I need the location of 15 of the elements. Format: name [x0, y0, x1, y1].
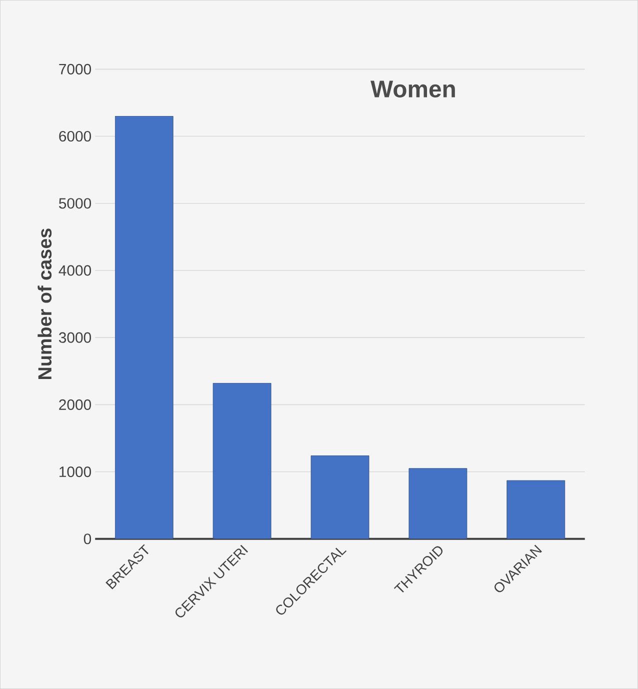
y-axis-title: Number of cases [38, 228, 52, 379]
y-tick-label: 2000 [59, 399, 92, 410]
y-tick-label: 3000 [58, 332, 92, 343]
bar [506, 480, 566, 539]
y-tick-label: 7000 [59, 64, 92, 74]
y-tick-label: 5000 [58, 198, 92, 209]
chart-title: Women [370, 80, 455, 98]
bar [310, 455, 370, 539]
bar [114, 116, 174, 539]
bar [408, 468, 468, 539]
y-tick-label: 0 [84, 534, 92, 544]
y-tick-label: 6000 [59, 130, 92, 142]
bar [212, 383, 272, 539]
y-tick-label: 4000 [58, 265, 92, 276]
y-tick-label: 1000 [60, 466, 92, 478]
